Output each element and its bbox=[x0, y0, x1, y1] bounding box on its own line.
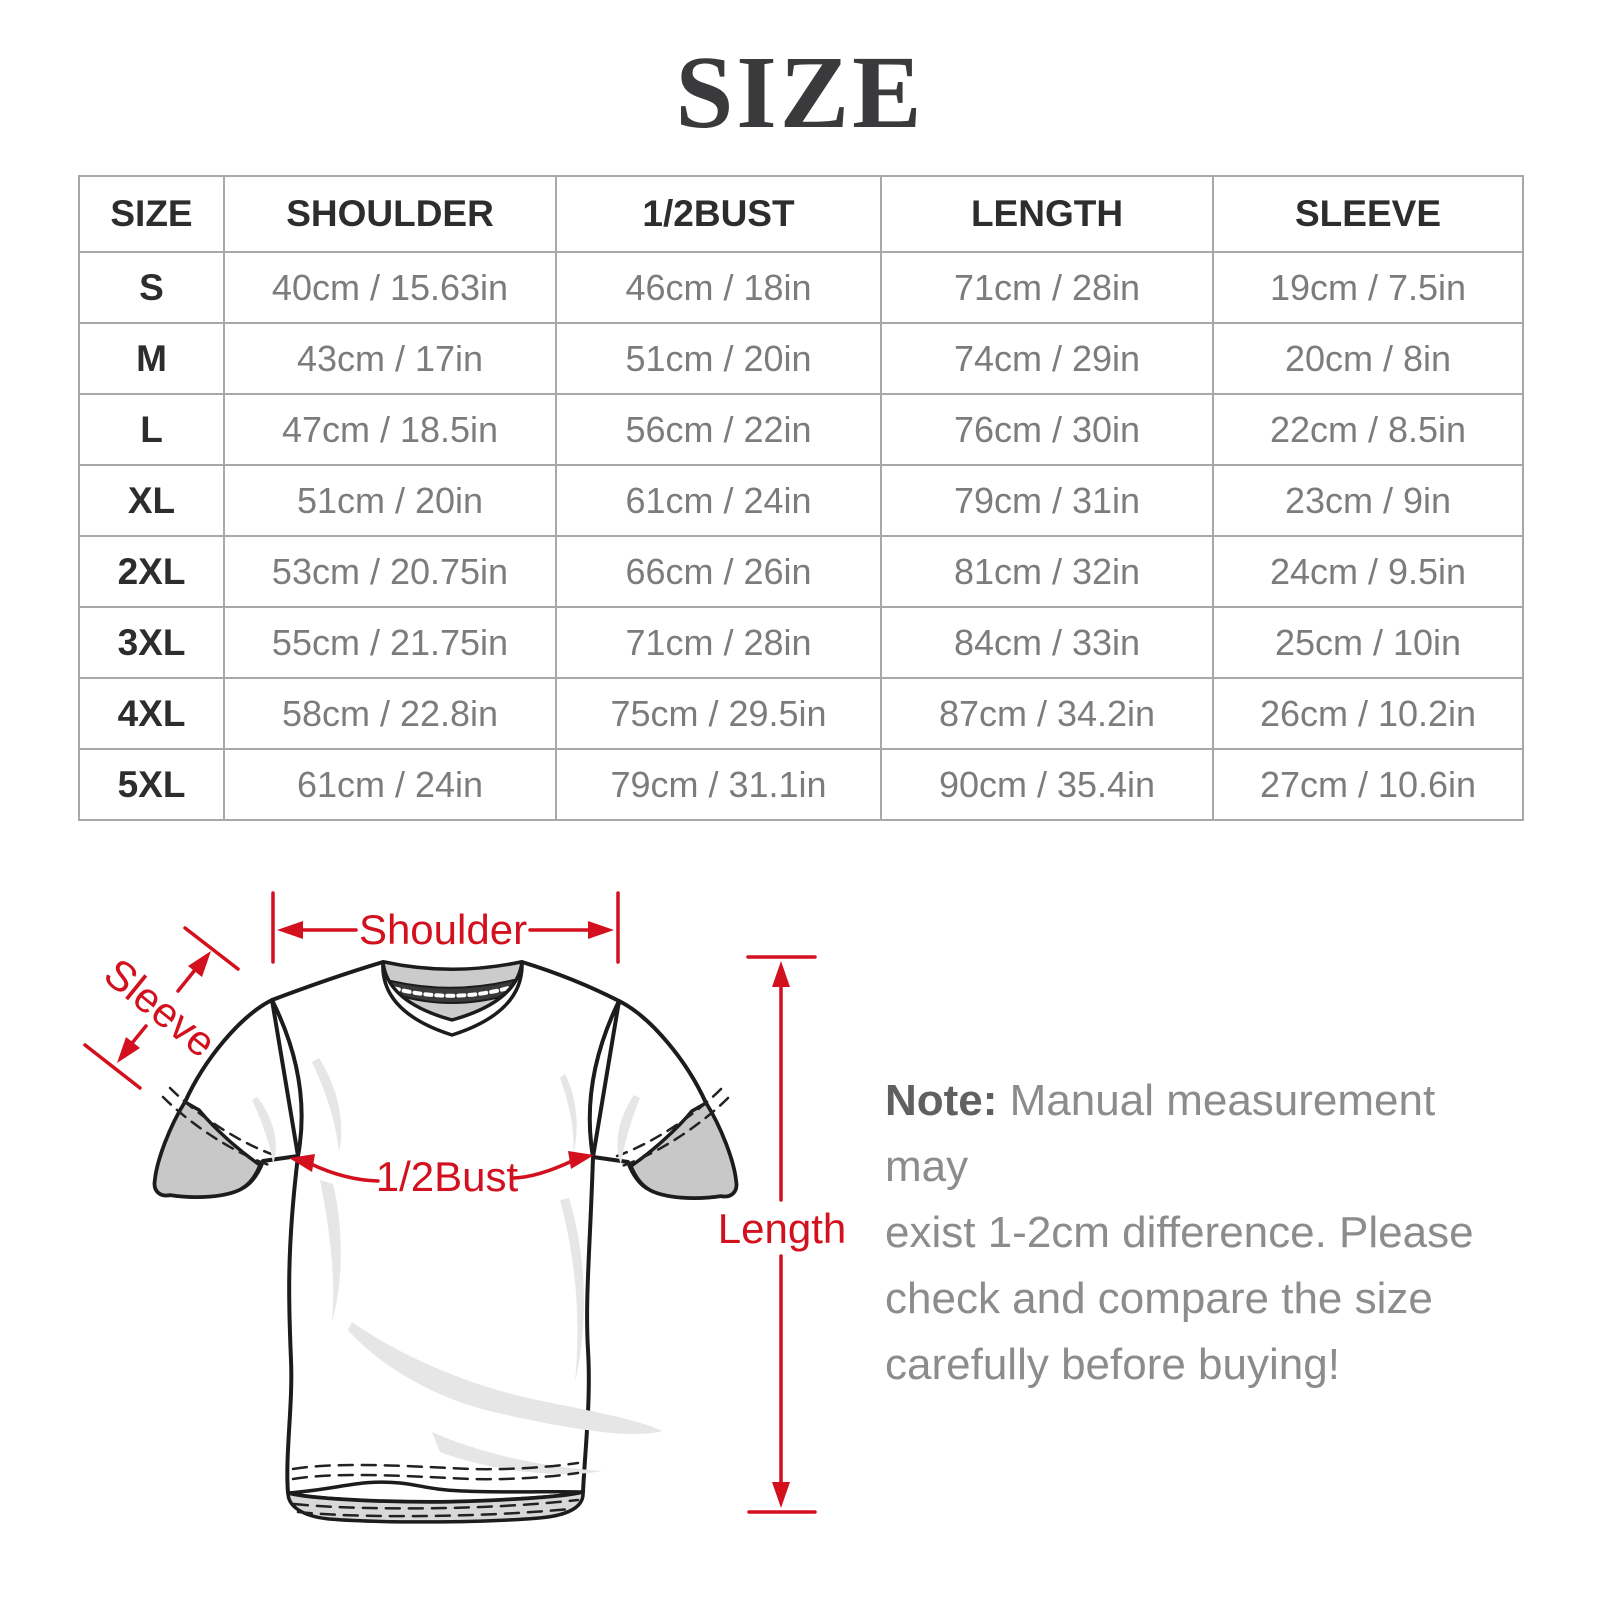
half-bust-label: 1/2Bust bbox=[376, 1153, 519, 1200]
note-line: carefully before buying! bbox=[885, 1340, 1340, 1389]
size-cell: 3XL bbox=[78, 606, 225, 679]
table-cell: 79cm / 31.1in bbox=[555, 748, 882, 821]
table-cell: 58cm / 22.8in bbox=[223, 677, 557, 750]
left-cuff-stitching bbox=[168, 1086, 276, 1157]
size-cell: 2XL bbox=[78, 535, 225, 608]
table-cell: 87cm / 34.2in bbox=[880, 677, 1214, 750]
table-cell: 76cm / 30in bbox=[880, 393, 1214, 466]
table-cell: 71cm / 28in bbox=[555, 606, 882, 679]
right-cuff-stitching bbox=[615, 1087, 723, 1158]
table-cell: 46cm / 18in bbox=[555, 251, 882, 324]
tshirt-left-sleeve bbox=[152, 998, 300, 1199]
column-header-shoulder: SHOULDER bbox=[223, 175, 557, 253]
tshirt-hem-band bbox=[286, 1490, 585, 1524]
table-cell: 79cm / 31in bbox=[880, 464, 1214, 537]
tshirt-right-cuff bbox=[629, 1101, 739, 1200]
tshirt-wrinkles bbox=[252, 1058, 662, 1475]
note-line: check and compare the size bbox=[885, 1274, 1433, 1323]
tshirt-collar-rib-band bbox=[390, 979, 515, 1004]
table-header-row: SIZE SHOULDER 1/2BUST LENGTH SLEEVE bbox=[78, 175, 1524, 253]
tshirt-collar-rib-texture bbox=[391, 985, 514, 998]
half-bust-measure-arrow: 1/2Bust bbox=[289, 1151, 594, 1200]
table-cell: 74cm / 29in bbox=[880, 322, 1214, 395]
table-cell: 26cm / 10.2in bbox=[1212, 677, 1524, 750]
table-row: 3XL 55cm / 21.75in 71cm / 28in 84cm / 33… bbox=[78, 606, 1524, 679]
table-cell: 71cm / 28in bbox=[880, 251, 1214, 324]
table-cell: 61cm / 24in bbox=[555, 464, 882, 537]
size-table: SIZE SHOULDER 1/2BUST LENGTH SLEEVE S 40… bbox=[78, 175, 1524, 821]
tshirt-collar-front-band bbox=[381, 960, 524, 1037]
note-prefix: Note: bbox=[885, 1076, 998, 1125]
tshirt-hem-overlap-line bbox=[286, 1480, 585, 1495]
tshirt-right-sleeve bbox=[591, 999, 739, 1200]
column-header-size: SIZE bbox=[78, 175, 225, 253]
tshirt-body bbox=[270, 960, 621, 1504]
size-cell: 5XL bbox=[78, 748, 225, 821]
tshirt-collar-interior bbox=[381, 960, 524, 1022]
table-cell: 22cm / 8.5in bbox=[1212, 393, 1524, 466]
tshirt-left-cuff bbox=[152, 1100, 262, 1199]
size-cell: XL bbox=[78, 464, 225, 537]
length-label: Length bbox=[718, 1205, 846, 1252]
table-cell: 20cm / 8in bbox=[1212, 322, 1524, 395]
shoulder-measure-arrow: Shoulder bbox=[271, 891, 620, 964]
table-row: M 43cm / 17in 51cm / 20in 74cm / 29in 20… bbox=[78, 322, 1524, 395]
table-row: L 47cm / 18.5in 56cm / 22in 76cm / 30in … bbox=[78, 393, 1524, 466]
table-cell: 75cm / 29.5in bbox=[555, 677, 882, 750]
table-cell: 81cm / 32in bbox=[880, 535, 1214, 608]
table-cell: 23cm / 9in bbox=[1212, 464, 1524, 537]
sleeve-label: Sleeve bbox=[96, 949, 225, 1066]
table-cell: 24cm / 9.5in bbox=[1212, 535, 1524, 608]
table-row: XL 51cm / 20in 61cm / 24in 79cm / 31in 2… bbox=[78, 464, 1524, 537]
tshirt-drawing bbox=[152, 960, 739, 1524]
length-measure-arrow: Length bbox=[718, 955, 846, 1514]
measurement-annotations: Shoulder Sleeve 1/2Bust bbox=[83, 891, 846, 1514]
table-cell: 27cm / 10.6in bbox=[1212, 748, 1524, 821]
table-cell: 51cm / 20in bbox=[223, 464, 557, 537]
shoulder-label: Shoulder bbox=[359, 906, 527, 953]
size-cell: S bbox=[78, 251, 225, 324]
table-row: S 40cm / 15.63in 46cm / 18in 71cm / 28in… bbox=[78, 251, 1524, 324]
left-cuff-stitching bbox=[161, 1095, 271, 1167]
hem-stitching bbox=[291, 1461, 580, 1518]
size-cell: 4XL bbox=[78, 677, 225, 750]
table-cell: 43cm / 17in bbox=[223, 322, 557, 395]
table-cell: 51cm / 20in bbox=[555, 322, 882, 395]
table-row: 4XL 58cm / 22.8in 75cm / 29.5in 87cm / 3… bbox=[78, 677, 1524, 750]
table-cell: 19cm / 7.5in bbox=[1212, 251, 1524, 324]
note-line: exist 1-2cm difference. Please bbox=[885, 1208, 1474, 1257]
table-cell: 66cm / 26in bbox=[555, 535, 882, 608]
table-row: 5XL 61cm / 24in 79cm / 31.1in 90cm / 35.… bbox=[78, 748, 1524, 821]
note-line: Note: Manual measurement may bbox=[885, 1068, 1505, 1200]
table-cell: 40cm / 15.63in bbox=[223, 251, 557, 324]
table-cell: 47cm / 18.5in bbox=[223, 393, 557, 466]
table-cell: 56cm / 22in bbox=[555, 393, 882, 466]
size-cell: M bbox=[78, 322, 225, 395]
table-cell: 55cm / 21.75in bbox=[223, 606, 557, 679]
table-cell: 90cm / 35.4in bbox=[880, 748, 1214, 821]
table-cell: 84cm / 33in bbox=[880, 606, 1214, 679]
note-text: Manual measurement may bbox=[885, 1076, 1436, 1191]
page-title: SIZE bbox=[675, 35, 925, 150]
right-cuff-stitching bbox=[620, 1096, 730, 1168]
table-row: 2XL 53cm / 20.75in 66cm / 26in 81cm / 32… bbox=[78, 535, 1524, 608]
column-header-length: LENGTH bbox=[880, 175, 1214, 253]
column-header-halfbust: 1/2BUST bbox=[555, 175, 882, 253]
sleeve-measure-arrow: Sleeve bbox=[83, 926, 240, 1090]
table-cell: 53cm / 20.75in bbox=[223, 535, 557, 608]
size-cell: L bbox=[78, 393, 225, 466]
measurement-note: Note: Manual measurement may exist 1-2cm… bbox=[885, 1068, 1505, 1398]
table-cell: 25cm / 10in bbox=[1212, 606, 1524, 679]
column-header-sleeve: SLEEVE bbox=[1212, 175, 1524, 253]
table-cell: 61cm / 24in bbox=[223, 748, 557, 821]
